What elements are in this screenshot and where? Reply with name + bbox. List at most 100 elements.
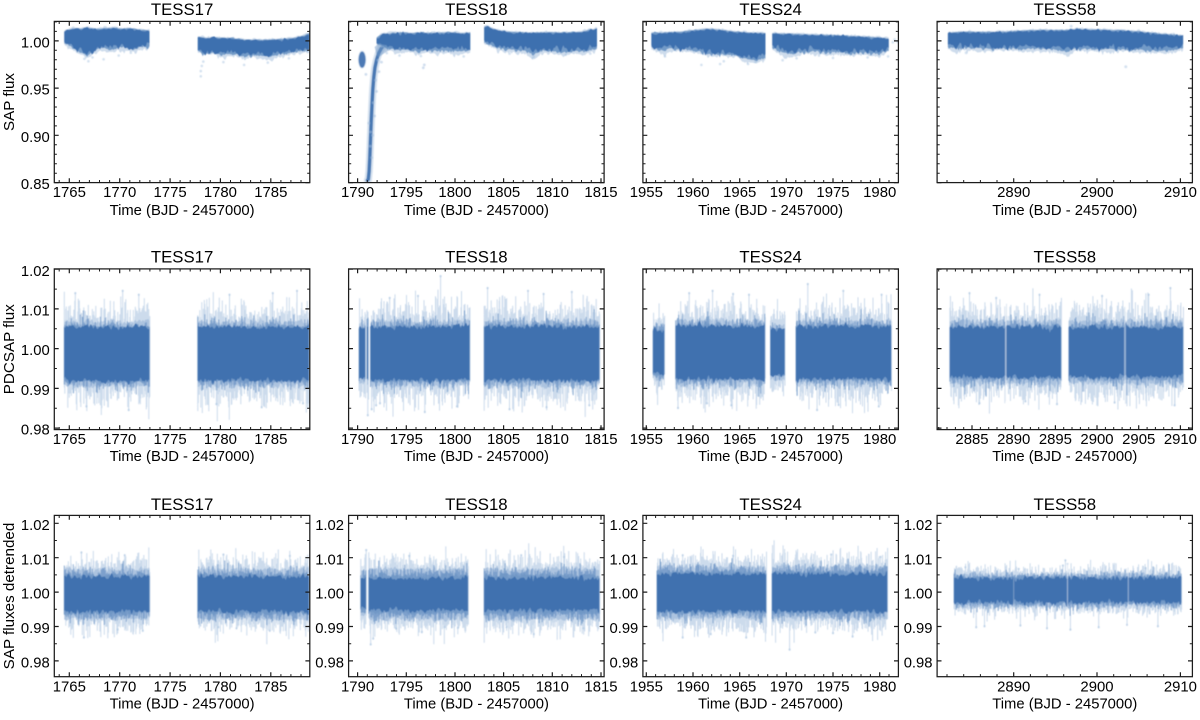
- svg-text:1970: 1970: [770, 432, 803, 448]
- svg-text:2890: 2890: [997, 432, 1030, 448]
- svg-text:0.95: 0.95: [21, 83, 50, 99]
- svg-text:SAP fluxes detrended: SAP fluxes detrended: [1, 523, 18, 670]
- svg-text:1960: 1960: [676, 185, 709, 201]
- svg-text:1805: 1805: [487, 680, 520, 696]
- svg-text:Time (BJD - 2457000): Time (BJD - 2457000): [404, 203, 549, 219]
- svg-text:1770: 1770: [103, 432, 136, 448]
- svg-text:1775: 1775: [154, 185, 187, 201]
- svg-text:1815: 1815: [584, 185, 617, 201]
- svg-text:0.99: 0.99: [21, 383, 50, 399]
- svg-text:1815: 1815: [584, 680, 617, 696]
- svg-text:1815: 1815: [584, 432, 617, 448]
- svg-text:TESS17: TESS17: [151, 0, 214, 19]
- svg-text:0.99: 0.99: [904, 621, 933, 637]
- svg-text:TESS58: TESS58: [1034, 0, 1097, 19]
- svg-text:TESS24: TESS24: [739, 495, 802, 514]
- svg-text:1975: 1975: [816, 432, 849, 448]
- svg-text:1.02: 1.02: [21, 264, 50, 280]
- svg-text:1800: 1800: [438, 185, 471, 201]
- svg-text:1780: 1780: [204, 680, 237, 696]
- svg-text:1780: 1780: [204, 185, 237, 201]
- svg-text:1.00: 1.00: [904, 587, 933, 603]
- svg-text:2905: 2905: [1122, 432, 1155, 448]
- svg-text:1970: 1970: [770, 680, 803, 696]
- svg-text:1765: 1765: [53, 185, 86, 201]
- svg-text:1765: 1765: [53, 680, 86, 696]
- svg-text:2885: 2885: [955, 432, 988, 448]
- svg-text:0.90: 0.90: [21, 130, 50, 146]
- svg-text:1.00: 1.00: [21, 343, 50, 359]
- svg-text:1810: 1810: [536, 185, 569, 201]
- svg-text:2910: 2910: [1164, 432, 1197, 448]
- svg-text:0.99: 0.99: [609, 621, 638, 637]
- svg-text:1.02: 1.02: [609, 518, 638, 534]
- svg-text:Time (BJD - 2457000): Time (BJD - 2457000): [992, 203, 1137, 219]
- svg-text:1775: 1775: [154, 680, 187, 696]
- svg-text:1790: 1790: [341, 432, 374, 448]
- svg-text:1.01: 1.01: [21, 304, 50, 320]
- svg-text:1970: 1970: [770, 185, 803, 201]
- svg-text:1965: 1965: [723, 680, 756, 696]
- svg-text:1.00: 1.00: [315, 587, 344, 603]
- svg-text:1770: 1770: [103, 680, 136, 696]
- svg-text:1960: 1960: [676, 680, 709, 696]
- svg-text:1955: 1955: [630, 185, 663, 201]
- svg-text:PDCSAP flux: PDCSAP flux: [1, 304, 18, 394]
- svg-text:1.01: 1.01: [609, 552, 638, 568]
- svg-text:1.02: 1.02: [315, 518, 344, 534]
- svg-text:2900: 2900: [1080, 680, 1113, 696]
- svg-text:1980: 1980: [863, 185, 896, 201]
- svg-text:Time (BJD - 2457000): Time (BJD - 2457000): [698, 449, 843, 465]
- svg-text:Time (BJD - 2457000): Time (BJD - 2457000): [992, 696, 1137, 712]
- svg-text:1775: 1775: [154, 432, 187, 448]
- svg-text:2890: 2890: [997, 680, 1030, 696]
- svg-text:1.01: 1.01: [904, 552, 933, 568]
- svg-text:1790: 1790: [341, 185, 374, 201]
- svg-text:1.02: 1.02: [21, 518, 50, 534]
- svg-text:1785: 1785: [254, 185, 287, 201]
- svg-text:2890: 2890: [997, 185, 1030, 201]
- svg-text:1.01: 1.01: [315, 552, 344, 568]
- svg-text:2910: 2910: [1164, 680, 1197, 696]
- svg-text:TESS17: TESS17: [151, 495, 214, 514]
- svg-text:1955: 1955: [630, 432, 663, 448]
- svg-text:1765: 1765: [53, 432, 86, 448]
- svg-text:1.00: 1.00: [21, 36, 50, 52]
- svg-text:2900: 2900: [1080, 432, 1113, 448]
- svg-text:0.99: 0.99: [21, 621, 50, 637]
- svg-text:1795: 1795: [390, 680, 423, 696]
- svg-text:Time (BJD - 2457000): Time (BJD - 2457000): [404, 696, 549, 712]
- svg-text:1805: 1805: [487, 432, 520, 448]
- svg-text:TESS18: TESS18: [445, 248, 508, 267]
- svg-text:TESS24: TESS24: [739, 0, 802, 19]
- svg-text:1800: 1800: [438, 432, 471, 448]
- svg-text:TESS24: TESS24: [739, 248, 802, 267]
- svg-text:1975: 1975: [816, 680, 849, 696]
- svg-text:1770: 1770: [103, 185, 136, 201]
- svg-text:1785: 1785: [254, 680, 287, 696]
- svg-text:1795: 1795: [390, 185, 423, 201]
- svg-text:0.98: 0.98: [609, 656, 638, 672]
- svg-text:2895: 2895: [1039, 432, 1072, 448]
- svg-text:TESS18: TESS18: [445, 495, 508, 514]
- svg-text:Time (BJD - 2457000): Time (BJD - 2457000): [992, 449, 1137, 465]
- svg-text:0.98: 0.98: [904, 656, 933, 672]
- svg-text:1.00: 1.00: [609, 587, 638, 603]
- svg-text:1810: 1810: [536, 680, 569, 696]
- svg-text:1980: 1980: [863, 680, 896, 696]
- svg-text:TESS17: TESS17: [151, 248, 214, 267]
- svg-text:SAP flux: SAP flux: [1, 73, 18, 131]
- svg-text:1980: 1980: [863, 432, 896, 448]
- svg-text:Time (BJD - 2457000): Time (BJD - 2457000): [698, 203, 843, 219]
- svg-text:1785: 1785: [254, 432, 287, 448]
- svg-text:0.98: 0.98: [21, 656, 50, 672]
- svg-text:1.00: 1.00: [21, 587, 50, 603]
- svg-text:1.02: 1.02: [904, 518, 933, 534]
- svg-text:Time (BJD - 2457000): Time (BJD - 2457000): [698, 696, 843, 712]
- svg-text:2900: 2900: [1080, 185, 1113, 201]
- svg-text:TESS18: TESS18: [445, 0, 508, 19]
- svg-text:1780: 1780: [204, 432, 237, 448]
- svg-text:TESS58: TESS58: [1034, 495, 1097, 514]
- svg-text:1965: 1965: [723, 185, 756, 201]
- svg-text:1960: 1960: [676, 432, 709, 448]
